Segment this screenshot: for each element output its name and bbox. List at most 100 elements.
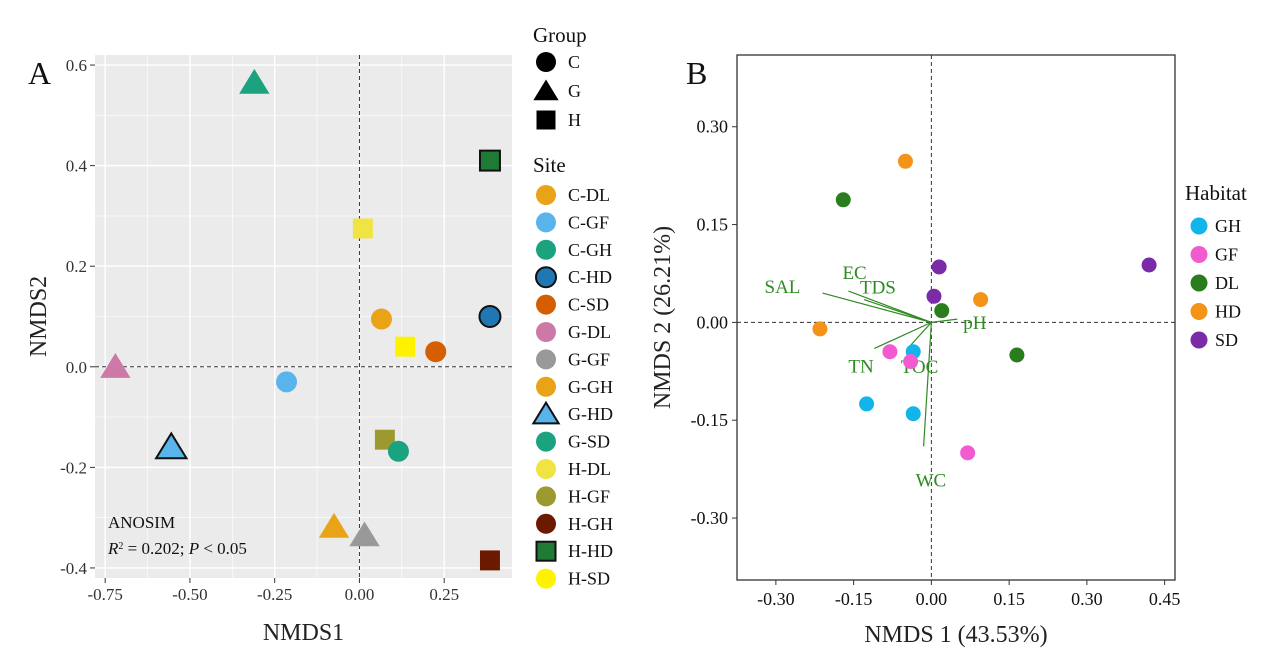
panel-a-y-tick-label: 0.2: [66, 257, 87, 276]
panel-a-y-tick-label: 0.6: [66, 56, 87, 75]
vector-tds-label: TDS: [860, 278, 896, 299]
legend-habitat-label: GF: [1215, 245, 1238, 265]
point-gf: [903, 354, 919, 370]
panel-a-x-tick-label: -0.25: [257, 585, 292, 604]
legend-site-label: C-HD: [568, 267, 612, 287]
legend-site-label: C-DL: [568, 185, 610, 205]
anosim-title: ANOSIM: [108, 513, 175, 532]
point-g-gf: [349, 521, 380, 547]
panel-b-y-axis: -0.30 -0.15 0.00 0.15 0.30: [691, 117, 737, 528]
point-c-gf: [276, 371, 298, 393]
legend-site-label: G-SD: [568, 432, 610, 452]
panel-a-y-tick-label: -0.2: [60, 458, 87, 477]
anosim-annotation: ANOSIM R2 = 0.202; P < 0.05: [107, 513, 247, 558]
point-h-hd: [478, 149, 501, 172]
panel-a-x-axis: -0.75 -0.50 -0.25 0.00 0.25: [87, 578, 459, 604]
panel-b-plot-frame: [736, 54, 1176, 581]
point-hd: [812, 321, 828, 337]
point-dl: [1009, 347, 1025, 363]
anosim-r-superscript: 2: [118, 541, 123, 552]
point-c-hd: [478, 305, 502, 328]
panel-b-reference-lines: [737, 55, 1175, 580]
legend-group-label: G: [568, 81, 581, 101]
legend-habitat-label: SD: [1215, 330, 1238, 350]
vector-toc-arrow: [910, 321, 932, 346]
legend-group-key-g: [533, 79, 559, 101]
point-c-sd: [425, 341, 447, 363]
legend-site-key-h-gh: [536, 513, 556, 534]
anosim-stats: R2 = 0.202; P < 0.05: [107, 539, 247, 558]
legend-site-label: H-SD: [568, 569, 610, 589]
legend-group-key-c: [536, 52, 556, 72]
legend-site-key-g-hd: [531, 400, 561, 425]
point-gf: [882, 344, 898, 360]
legend-group-label: H: [568, 110, 581, 130]
panel-b-y-tick-label: 0.00: [697, 312, 729, 332]
point-c-dl: [370, 308, 392, 330]
panel-a-gridlines: [95, 55, 512, 578]
panel-b-x-tick-label: -0.30: [757, 589, 795, 609]
point-g-hd: [154, 431, 189, 460]
point-h-dl: [352, 218, 373, 239]
point-gh: [905, 406, 921, 422]
legend-habitat-key-hd: [1190, 303, 1208, 320]
legend-site-key-h-gf: [536, 486, 556, 507]
panel-a-x-tick-label: -0.75: [87, 585, 122, 604]
panel-b-label: B: [686, 55, 707, 91]
legend-site-key-c-gh: [536, 239, 556, 260]
legend-site-key-c-sd: [536, 294, 556, 315]
point-h-gh: [479, 550, 500, 571]
panel-a-reference-lines: [95, 55, 512, 578]
legend-site-key-g-gf: [536, 349, 556, 370]
panel-a-y-axis: -0.4 -0.2 0.0 0.2 0.4 0.6: [60, 56, 95, 578]
point-dl: [835, 192, 851, 208]
vector-tn-arrow: [874, 321, 932, 350]
point-hd: [973, 292, 989, 308]
panel-a-x-tick-label: 0.00: [345, 585, 375, 604]
panel-b: -0.30 -0.15 0.00 0.15 0.30 0.45 -0.30 -0.15 0.0…: [650, 54, 1247, 648]
point-g-gh: [318, 512, 350, 538]
vector-tds-arrow: [863, 298, 932, 323]
point-sd: [926, 288, 942, 304]
panel-a-y-tick-label: -0.4: [60, 559, 87, 578]
legend-group: Group CGH: [533, 23, 587, 130]
legend-site-key-h-dl: [536, 459, 556, 479]
legend-site-key-c-gf: [536, 212, 556, 233]
panel-a-x-axis-title: NMDS1: [263, 620, 344, 646]
legend-site-label: G-GF: [568, 349, 610, 369]
panel-a-x-tick-label: -0.50: [172, 585, 207, 604]
panel-b-x-tick-label: 0.15: [993, 589, 1025, 609]
legend-habitat-label: GH: [1215, 216, 1241, 236]
vector-wc-label: WC: [916, 470, 947, 491]
panel-a-y-axis-title: NMDS2: [26, 276, 52, 357]
point-sd: [1141, 257, 1157, 273]
legend-habitat-label: HD: [1215, 302, 1241, 322]
point-g-gh: [239, 68, 270, 94]
legend-habitat-title: Habitat: [1185, 181, 1247, 205]
legend-group-key-h: [536, 110, 556, 130]
point-hd: [897, 153, 913, 169]
panel-b-x-tick-label: -0.15: [835, 589, 873, 609]
panel-b-y-tick-label: 0.15: [697, 215, 729, 235]
vector-ph-label: pH: [963, 313, 987, 334]
legend-habitat-key-gh: [1190, 217, 1208, 235]
point-h-gf: [374, 429, 395, 450]
point-gh: [859, 396, 875, 412]
vector-ph-arrow: [931, 318, 958, 323]
panel-b-points: [812, 153, 1157, 461]
panel-b-x-axis: -0.30 -0.15 0.00 0.15 0.30 0.45: [757, 580, 1180, 609]
panel-a-label: A: [28, 55, 51, 91]
legend-site-label: H-GF: [568, 486, 610, 506]
legend-site-key-g-dl: [536, 322, 556, 342]
vector-ec-label: EC: [842, 263, 866, 284]
panel-a-points: [100, 68, 502, 571]
point-gf: [960, 445, 976, 461]
legend-site-key-g-sd: [536, 431, 556, 452]
point-g-dl: [100, 352, 131, 378]
legend-habitat-key-gf: [1190, 246, 1208, 263]
point-g-sd: [387, 440, 409, 462]
legend-site-label: H-GH: [568, 514, 613, 534]
legend-group-title: Group: [533, 23, 587, 47]
legend-site-key-g-gh: [536, 376, 556, 397]
